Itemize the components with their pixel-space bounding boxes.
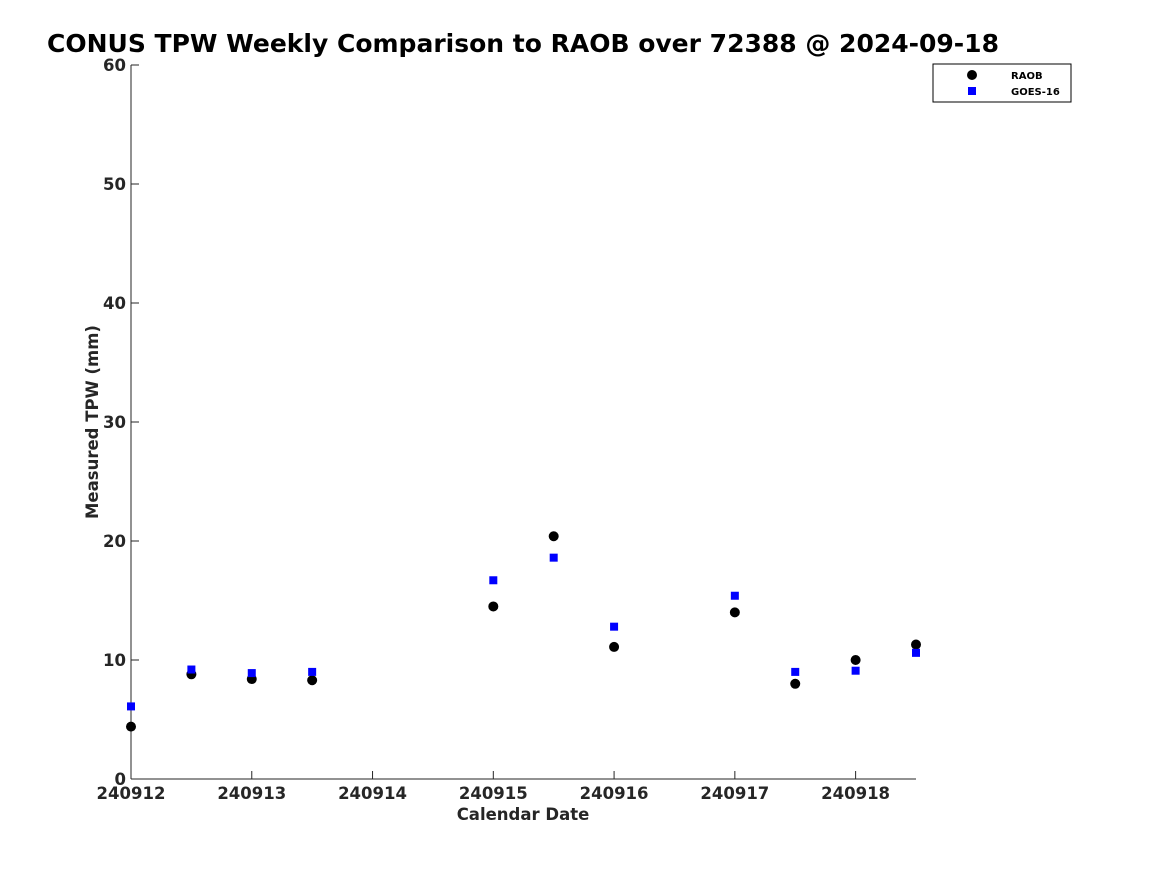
y-tick-label: 20 xyxy=(103,532,126,551)
data-point-goes-16 xyxy=(187,665,196,674)
y-tick-label: 40 xyxy=(103,294,126,313)
legend-label: GOES-16 xyxy=(1011,87,1060,98)
x-tick-label: 240916 xyxy=(580,784,649,803)
x-tick-label: 240912 xyxy=(97,784,166,803)
data-point-raob xyxy=(548,531,559,542)
legend-box xyxy=(932,63,1072,103)
y-tick-label: 60 xyxy=(103,56,126,75)
data-point-raob xyxy=(850,655,861,665)
x-tick-label: 240913 xyxy=(217,784,286,803)
x-axis-label: Calendar Date xyxy=(457,805,590,824)
data-point-goes-16 xyxy=(730,591,739,600)
data-point-goes-16 xyxy=(791,667,800,676)
data-point-goes-16 xyxy=(912,648,920,657)
data-point-raob xyxy=(729,607,740,618)
chart-title: CONUS TPW Weekly Comparison to RAOB over… xyxy=(47,29,999,58)
x-tick-label: 240914 xyxy=(338,784,407,803)
x-tick-label: 240917 xyxy=(700,784,769,803)
legend: RAOB GOES-16 xyxy=(932,63,1072,103)
data-point-raob xyxy=(911,639,921,650)
data-point-raob xyxy=(126,721,136,732)
data-point-raob xyxy=(609,641,620,652)
data-point-raob xyxy=(790,678,801,689)
data-point-goes-16 xyxy=(489,576,498,585)
data-point-goes-16 xyxy=(308,667,317,676)
legend-label: RAOB xyxy=(1011,71,1043,82)
legend-marker-raob xyxy=(967,70,977,80)
y-tick-label: 0 xyxy=(115,770,126,789)
data-point-raob xyxy=(488,601,499,612)
data-point-goes-16 xyxy=(247,669,256,678)
x-tick-label: 240918 xyxy=(821,784,890,803)
y-tick-label: 50 xyxy=(103,175,126,194)
y-tick-label: 30 xyxy=(103,413,126,432)
data-point-goes-16 xyxy=(127,702,135,711)
plot-area: 0 10 20 30 40 50 60 240912 240913 240914 240915 240… xyxy=(97,56,921,803)
y-axis-label: Measured TPW (mm) xyxy=(83,325,102,519)
data-point-raob xyxy=(307,675,318,686)
data-point-goes-16 xyxy=(549,553,558,562)
data-point-goes-16 xyxy=(610,622,619,631)
x-tick-label: 240915 xyxy=(459,784,528,803)
y-tick-label: 10 xyxy=(103,651,126,670)
legend-marker-goes-16 xyxy=(968,87,976,95)
data-point-goes-16 xyxy=(851,666,860,675)
